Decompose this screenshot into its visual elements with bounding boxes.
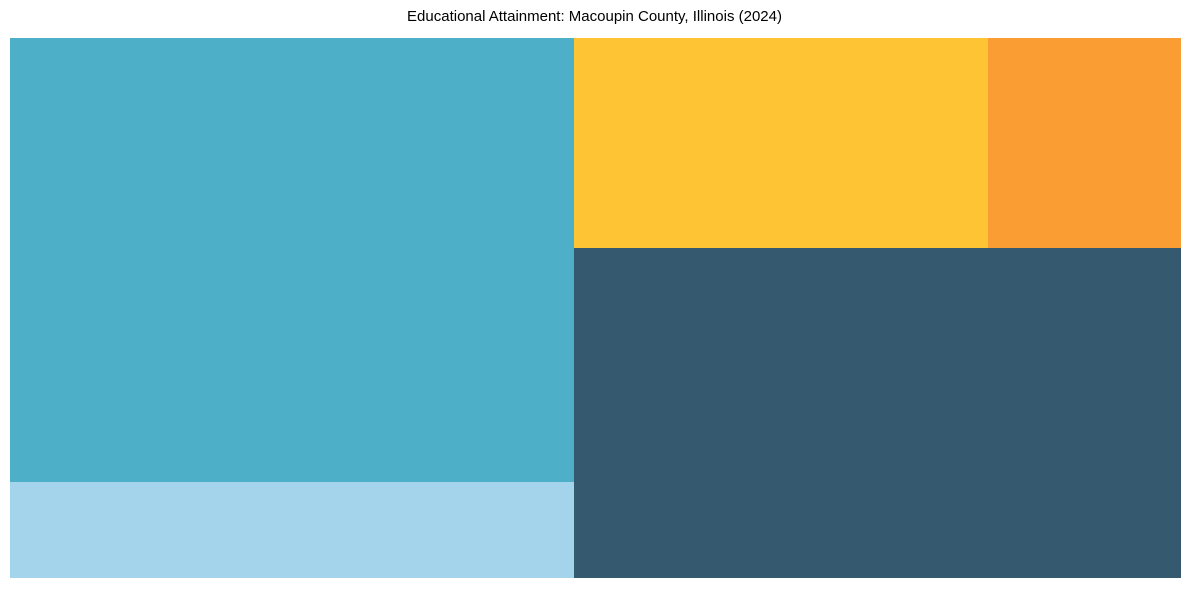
treemap-tile-orange[interactable] [988,38,1181,248]
treemap-tile-dark-slate[interactable] [574,248,1181,578]
treemap-tile-teal[interactable] [10,38,574,482]
treemap-tile-yellow[interactable] [574,38,988,248]
treemap [10,38,1181,578]
chart-title: Educational Attainment: Macoupin County,… [407,8,782,25]
treemap-tile-light-blue[interactable] [10,482,574,578]
